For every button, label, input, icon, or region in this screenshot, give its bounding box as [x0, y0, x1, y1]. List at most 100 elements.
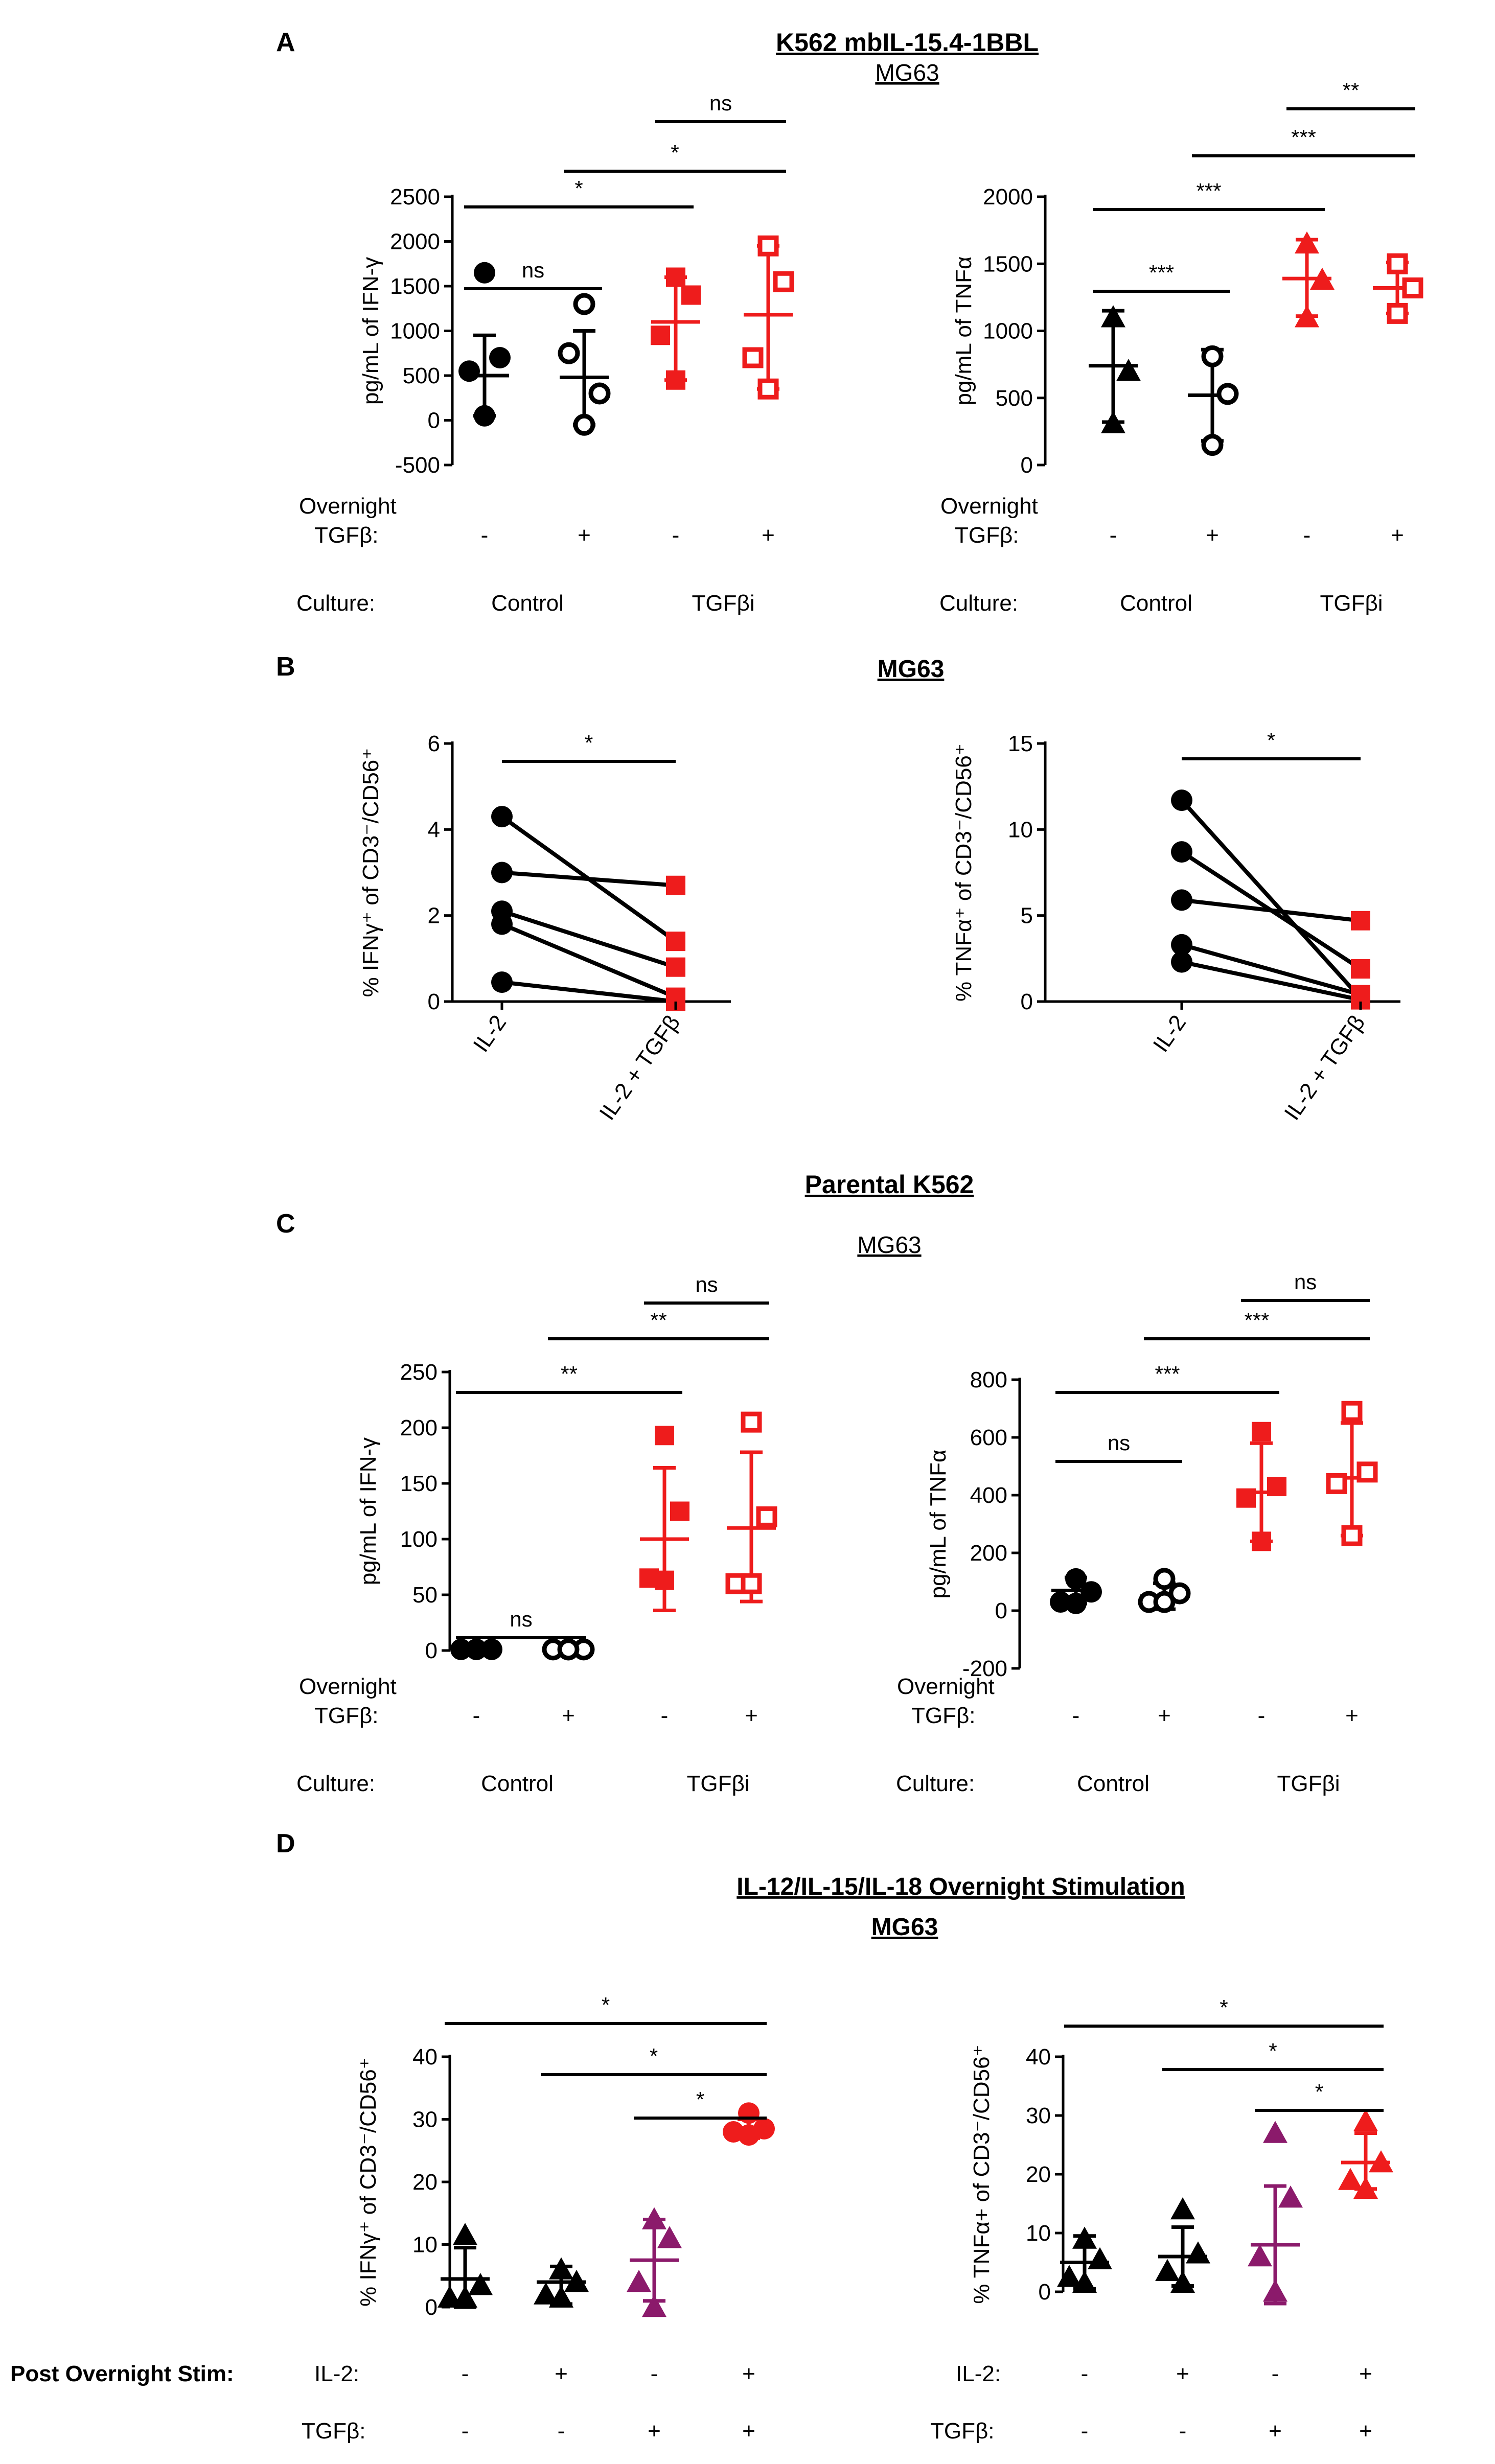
significance-label: ***: [1149, 261, 1174, 285]
condition-sign: -: [1179, 2419, 1187, 2444]
data-point: [1326, 1473, 1347, 1494]
data-point: [573, 293, 595, 315]
y-tick-label: 0: [428, 989, 440, 1014]
condition-sign: -: [473, 1703, 480, 1728]
significance-label: *: [1315, 2080, 1323, 2104]
post-stim-label: Post Overnight Stim:: [10, 2361, 234, 2386]
data-point: [1072, 2226, 1097, 2249]
condition-sign: +: [745, 1703, 758, 1728]
data-point: [1310, 267, 1335, 290]
condition-sign: -: [661, 1703, 669, 1728]
significance-label: ***: [1291, 125, 1316, 149]
panel-a-conditions: Overnight TGFβ: Culture: Control TGFβi O…: [296, 494, 1383, 616]
data-point: [1252, 1422, 1271, 1442]
culture-control-label-2: Control: [1120, 591, 1192, 616]
panel-letter-c: C: [276, 1209, 295, 1239]
panel-letter-d: D: [276, 1829, 295, 1858]
significance-label: *: [1269, 2039, 1277, 2063]
condition-sign: -: [1272, 2361, 1279, 2386]
data-point: [466, 1638, 487, 1660]
data-point: [742, 347, 764, 368]
condition-sign: -: [462, 2419, 469, 2444]
significance-label: ns: [1294, 1270, 1317, 1294]
panel-d-subtitle: MG63: [871, 1914, 938, 1941]
condition-sign: -: [1081, 2361, 1089, 2386]
data-point: [534, 2282, 558, 2305]
data-point: [468, 2273, 493, 2295]
y-tick-label: 2000: [983, 184, 1033, 210]
data-point: [1236, 1488, 1256, 1508]
y-tick-label: 30: [412, 2107, 438, 2132]
data-point: [1263, 2280, 1287, 2302]
tgfb-label: TGFβ:: [314, 523, 379, 548]
data-point: [1278, 2186, 1303, 2208]
y-tick-label: 500: [403, 363, 440, 388]
pair-line: [501, 922, 677, 999]
culture-tgfbi-label: TGFβi: [692, 591, 754, 616]
data-point: [1295, 305, 1319, 328]
significance-label: ***: [1196, 179, 1221, 203]
data-point: [1201, 434, 1224, 456]
y-axis-label: % TNFα⁺ of CD3⁻/CD56⁺: [951, 743, 976, 1002]
data-point: [1338, 2168, 1363, 2190]
tgfb-label-5: TGFβ:: [302, 2419, 366, 2444]
data-point: [1295, 231, 1319, 254]
data-point: [491, 862, 513, 884]
condition-sign: +: [1176, 2361, 1189, 2386]
data-point: [491, 806, 513, 828]
data-point: [1088, 2247, 1112, 2269]
data-point: [756, 1506, 777, 1527]
condition-signs: - + - + - + - + - + - + - + - + - + - + - - + + - + - + - - + +: [462, 523, 1404, 2444]
data-point: [757, 378, 779, 400]
data-point: [453, 2223, 477, 2245]
data-point: [1155, 2259, 1180, 2281]
data-point: [741, 1411, 762, 1433]
data-point: [655, 1426, 674, 1446]
tgfb-label-2: TGFβ:: [955, 523, 1019, 548]
pair-line: [501, 909, 677, 969]
condition-sign: -: [1303, 523, 1311, 548]
culture-label-3: Culture:: [296, 1771, 375, 1796]
data-point: [450, 1638, 472, 1660]
data-point: [491, 913, 513, 935]
condition-sign: +: [1206, 523, 1219, 548]
condition-sign: +: [562, 1703, 575, 1728]
y-tick-label: 0: [995, 1598, 1007, 1623]
data-point: [1153, 1568, 1176, 1590]
culture-label: Culture:: [296, 591, 375, 616]
condition-sign: -: [1110, 523, 1117, 548]
tgfb-label-3: TGFβ:: [314, 1703, 379, 1728]
data-point: [642, 2207, 666, 2229]
condition-sign: -: [481, 523, 489, 548]
y-axis-label: pg/mL of TNFα: [926, 1450, 951, 1599]
y-tick-label: 200: [970, 1541, 1007, 1566]
significance-label: **: [561, 1362, 578, 1386]
y-tick-label: 500: [996, 386, 1033, 411]
significance-label: ns: [695, 1272, 718, 1296]
pair-line: [1180, 799, 1362, 999]
data-point: [564, 2270, 589, 2292]
y-tick-label: 20: [1026, 2162, 1051, 2187]
y-tick-label: 0: [428, 408, 440, 433]
y-tick-label: 20: [412, 2170, 438, 2195]
data-point: [1267, 1477, 1286, 1497]
x-tick-label: IL-2: [1148, 1011, 1191, 1057]
y-tick-label: 0: [425, 2295, 438, 2320]
data-point: [1387, 253, 1408, 274]
condition-sign: +: [555, 2361, 568, 2386]
il2-label: IL-2:: [314, 2361, 359, 2386]
significance-label: *: [1267, 728, 1275, 752]
y-tick-label: 4: [428, 817, 440, 842]
condition-sign: +: [1158, 1703, 1171, 1728]
significance-label: *: [1220, 1995, 1228, 2019]
data-point: [557, 1638, 580, 1661]
significance-label: **: [1343, 78, 1360, 102]
condition-sign: -: [672, 523, 680, 548]
data-point: [1101, 411, 1125, 433]
data-point: [666, 932, 685, 951]
panel-a-title: K562 mbIL-15.4-1BBL: [776, 28, 1039, 57]
data-point: [1341, 1525, 1363, 1546]
data-point: [1263, 2121, 1287, 2143]
data-point: [1402, 277, 1423, 298]
